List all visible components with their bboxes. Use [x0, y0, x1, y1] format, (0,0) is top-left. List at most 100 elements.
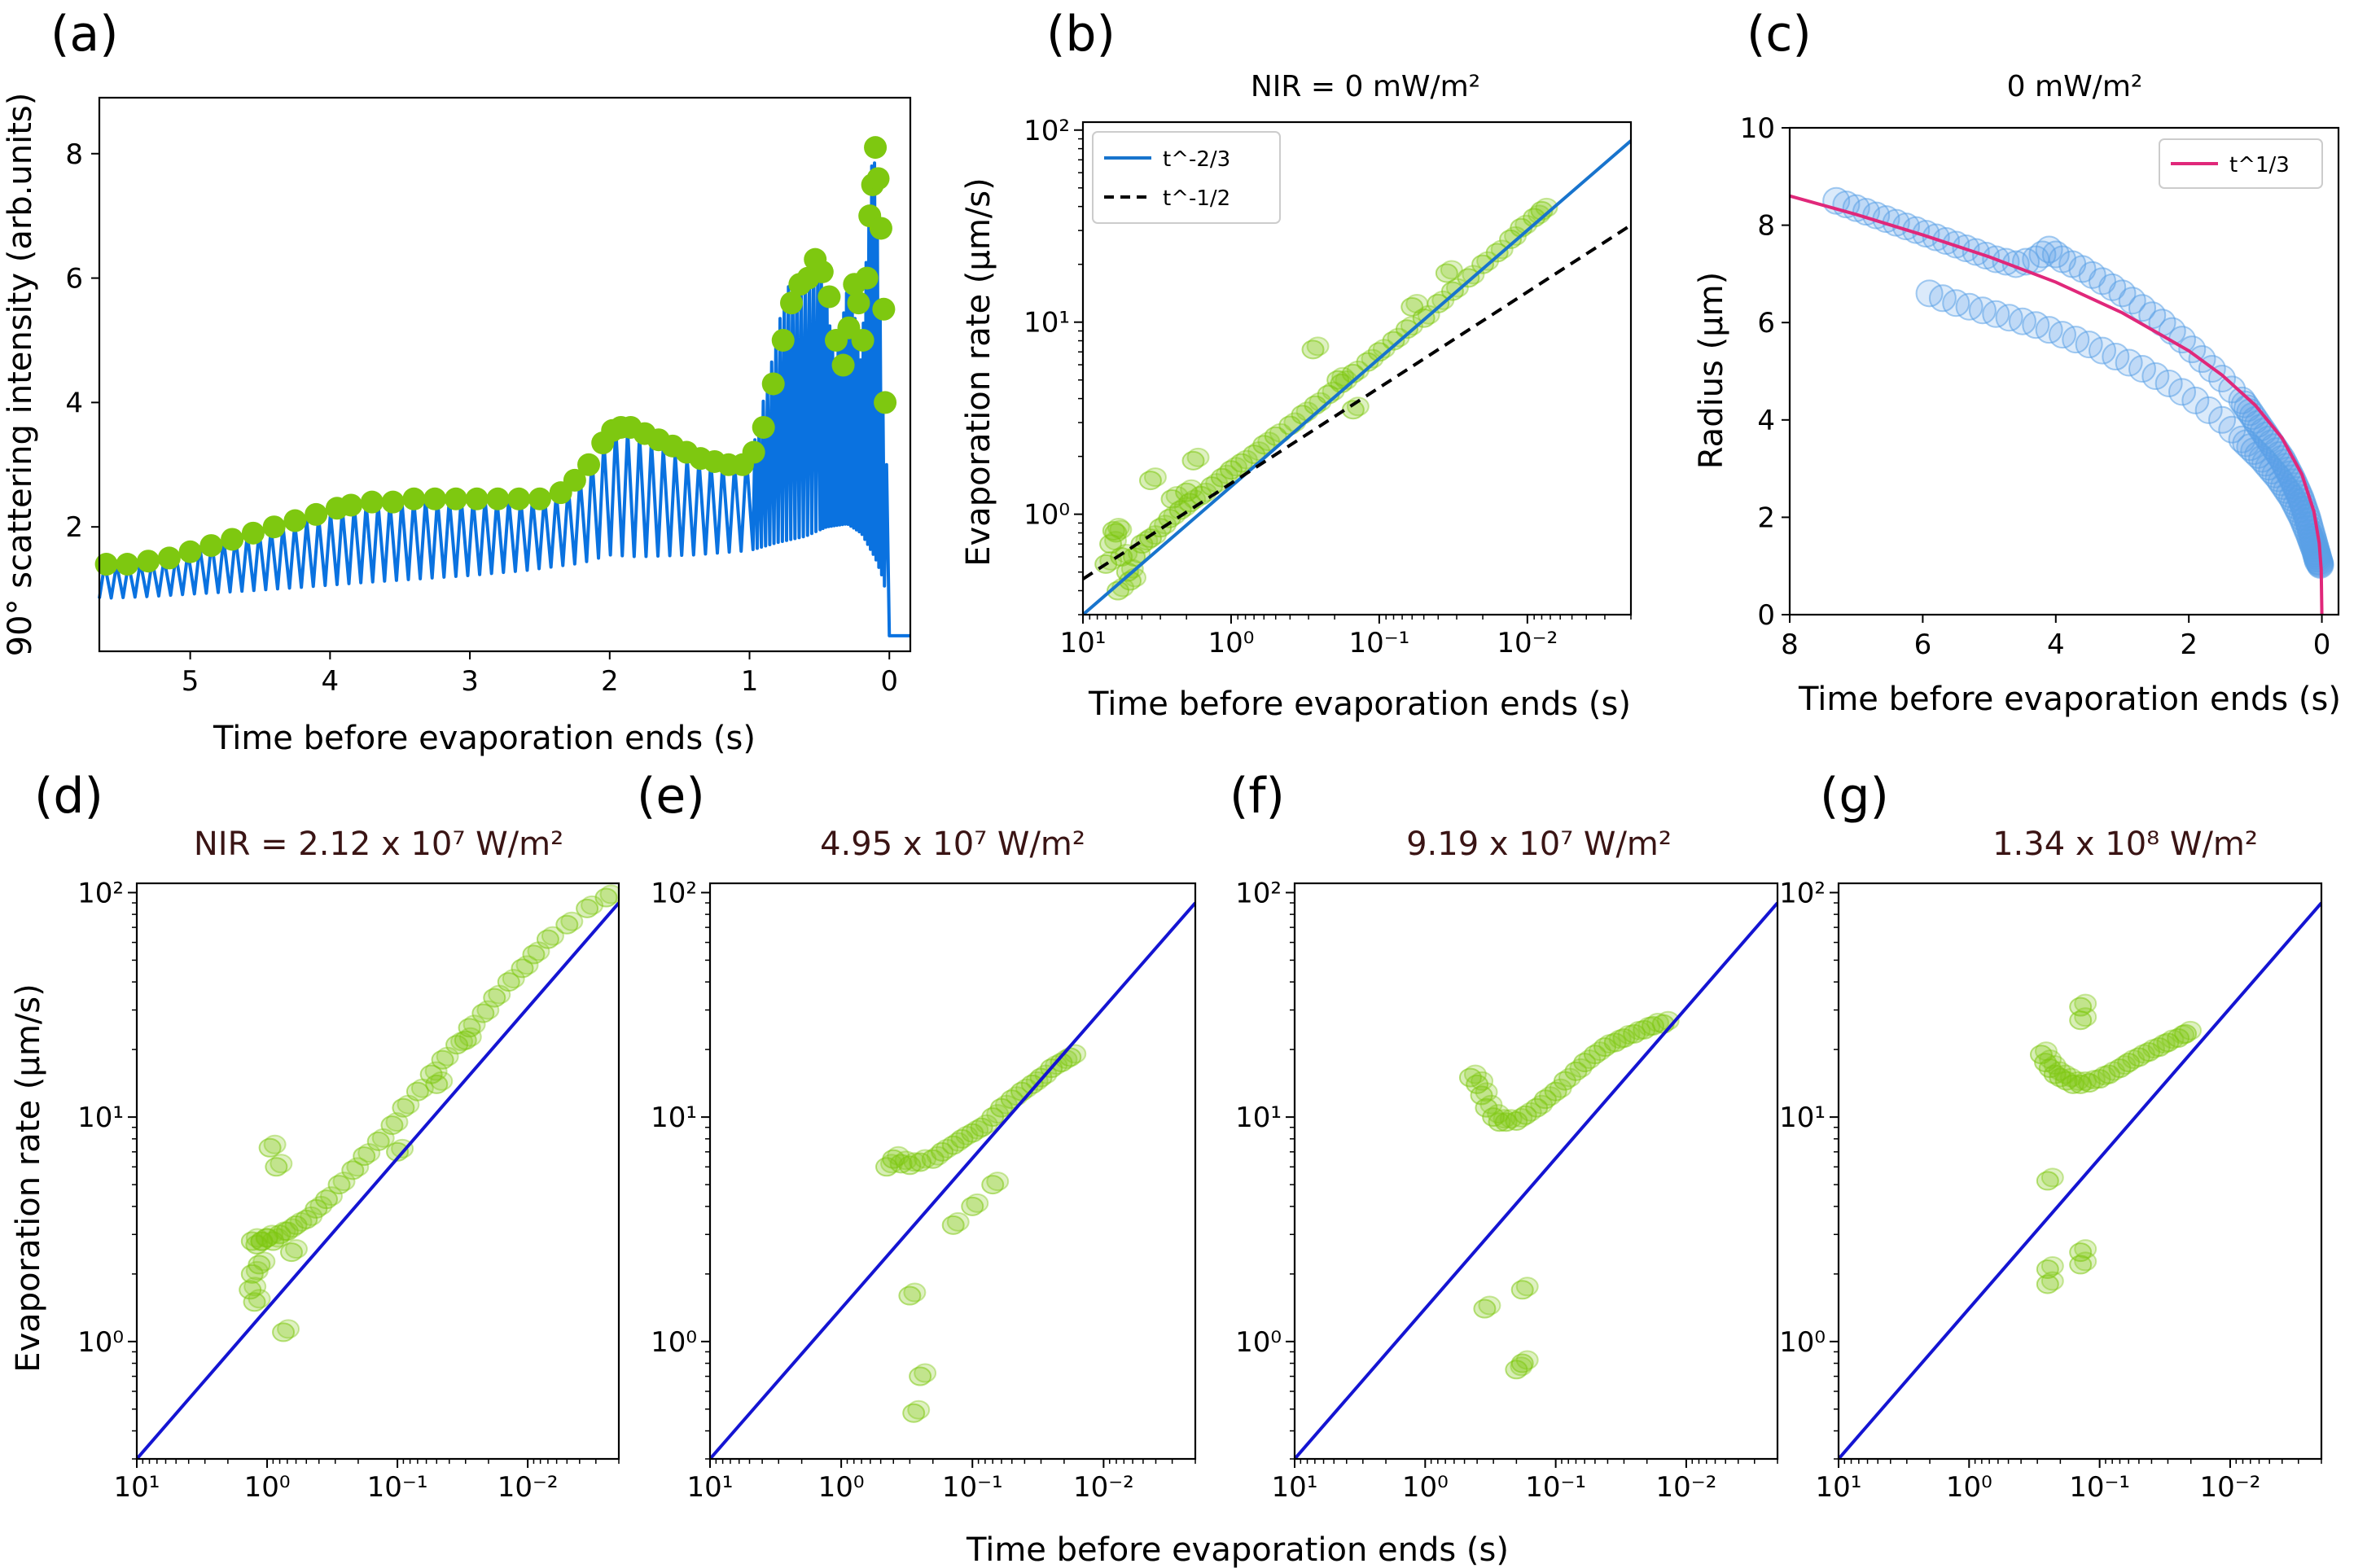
panel-d-data-point	[476, 1000, 500, 1020]
panel-b-data-point	[1107, 580, 1130, 601]
panel-a-peak-marker	[444, 487, 467, 510]
panel-a-frame	[98, 96, 912, 653]
panel-g-data-point	[2074, 1071, 2097, 1091]
panel-g-data-point	[2040, 1167, 2064, 1188]
panel-d-ytick-label: 10¹	[77, 1102, 124, 1134]
panel-d-data-point	[483, 988, 506, 1008]
panel-a-xtick-label: 2	[601, 665, 619, 698]
panel-g-data-point	[2036, 1274, 2059, 1294]
panel-b-data-point	[1405, 294, 1429, 314]
panel-g-data-point	[2156, 1032, 2180, 1053]
panel-g-data-point	[2069, 996, 2093, 1017]
panel-letter-g: (g)	[1820, 768, 1889, 825]
panel-c-radius-point	[2168, 378, 2197, 406]
panel-e-data-point	[921, 1149, 945, 1169]
panel-b-data-point	[1257, 431, 1281, 452]
panel-f-plot-group	[1295, 901, 1777, 1459]
panel-b-fit-line-t-2-3	[1083, 139, 1631, 615]
panel-f-data-point	[1530, 1094, 1554, 1115]
panel-a-intensity-line	[98, 161, 910, 637]
panel-d-data-point	[258, 1137, 282, 1158]
panel-c-legend-label: t^1/3	[2229, 153, 2290, 177]
panel-c-radius-point	[2244, 440, 2273, 469]
panel-e-data-point	[909, 1366, 932, 1386]
panel-e-data-point	[966, 1193, 989, 1213]
panel-b-fit-line-t-1-2	[1083, 223, 1631, 580]
panel-b-data-point	[1471, 254, 1495, 274]
panel-d-data-point	[284, 1239, 308, 1259]
panel-b-data-point	[1180, 479, 1203, 499]
panel-d-data-point	[599, 884, 619, 904]
panel-c-radius-point	[2178, 335, 2207, 364]
panel-f-data-point	[1475, 1082, 1498, 1102]
panel-letter-b: (b)	[1046, 6, 1116, 63]
panel-a-peak-marker	[507, 487, 531, 510]
panel-g-xtick-label: 10⁰	[1946, 1471, 1992, 1504]
panel-d-data-point	[536, 929, 559, 949]
panel-a-peak-marker	[305, 502, 328, 526]
panel-a-ylabel: 90° scattering intensity (arb.units)	[2, 93, 39, 657]
panel-d-data-point	[454, 1030, 477, 1050]
panel-a-peak-marker	[381, 490, 405, 514]
panel-d-data-point	[392, 1097, 415, 1118]
panel-d-data-point	[419, 1064, 443, 1084]
panel-f-frame	[1293, 882, 1779, 1461]
panel-e-xtick-label: 10⁰	[818, 1471, 865, 1504]
panel-d-data-point	[240, 1264, 264, 1284]
panel-f-xtick-label: 10⁻¹	[1525, 1471, 1586, 1504]
panel-f-data-point	[1470, 1085, 1493, 1106]
panel-d-data-point	[555, 914, 579, 935]
panel-a-peak-marker	[340, 493, 363, 517]
panel-c-radius-point	[2240, 437, 2268, 466]
panel-a-xlabel: Time before evaporation ends (s)	[213, 720, 756, 757]
panel-d-data-point	[431, 1049, 454, 1070]
panel-g-data-point	[2074, 1239, 2097, 1259]
panel-b-xtick-label: 10¹	[1060, 627, 1107, 659]
panel-d-data-point	[248, 1289, 271, 1309]
panel-d-reference-line	[137, 901, 619, 1459]
panel-e-data-point	[907, 1399, 931, 1420]
panel-d-data-point	[272, 1322, 296, 1342]
panel-b-data-point	[1400, 316, 1423, 336]
panel-g-data-point	[2174, 1023, 2198, 1044]
panel-b-ytick-label: 10²	[1024, 115, 1070, 147]
panel-c-legend-box	[2159, 138, 2323, 189]
panel-g-frame	[1837, 882, 2323, 1461]
panel-d-data-point	[263, 1134, 287, 1154]
panel-a-peak-marker	[742, 440, 765, 464]
panel-c-ytick-label: 8	[1757, 210, 1775, 243]
panel-a-peak-marker	[864, 136, 888, 160]
panel-c-radius-point	[2128, 355, 2156, 383]
panel-title-c: 0 mW/m²	[2007, 70, 2143, 103]
panel-letter-c: (c)	[1747, 6, 1812, 63]
panel-d-data-point	[430, 1071, 454, 1091]
panel-f-xtick-label: 10⁻²	[1656, 1471, 1717, 1504]
panel-a-peak-marker	[423, 487, 447, 510]
panel-b-xtick-label: 10⁻²	[1497, 627, 1558, 659]
panel-c-radius-point	[2141, 361, 2170, 390]
panel-c-radius-point	[2088, 336, 2116, 365]
panel-e-xtick-label: 10⁻¹	[942, 1471, 1003, 1504]
panel-a-peak-marker	[771, 328, 795, 352]
panel-d-data-point	[315, 1189, 339, 1210]
panel-b-data-point	[1395, 319, 1418, 339]
panel-e-data-point	[1020, 1074, 1044, 1094]
panel-b-data-point	[1382, 331, 1405, 351]
panel-c-radius-point	[2102, 343, 2130, 371]
panel-a-peak-marker	[761, 372, 785, 396]
panel-b-data-point	[1210, 467, 1234, 488]
panel-d-xtick-label: 10⁰	[244, 1471, 291, 1504]
panel-a-xtick-label: 4	[322, 665, 340, 698]
panel-d-data-point	[458, 1027, 482, 1047]
panel-g-data-point	[2179, 1020, 2203, 1040]
panel-f-xtick-label: 10¹	[1272, 1471, 1318, 1504]
panel-d-plot-group	[137, 884, 619, 1459]
panel-g-ytick-label: 10²	[1779, 877, 1826, 909]
panel-b-data-point	[1372, 339, 1396, 359]
panel-a-peak-marker	[360, 490, 384, 514]
panel-b-data-point	[1306, 336, 1330, 357]
panel-d-data-point	[353, 1146, 376, 1167]
panel-b-data-point	[1356, 352, 1379, 372]
panel-c-radius-point	[2115, 348, 2143, 377]
panel-b-data-point	[1160, 488, 1184, 509]
